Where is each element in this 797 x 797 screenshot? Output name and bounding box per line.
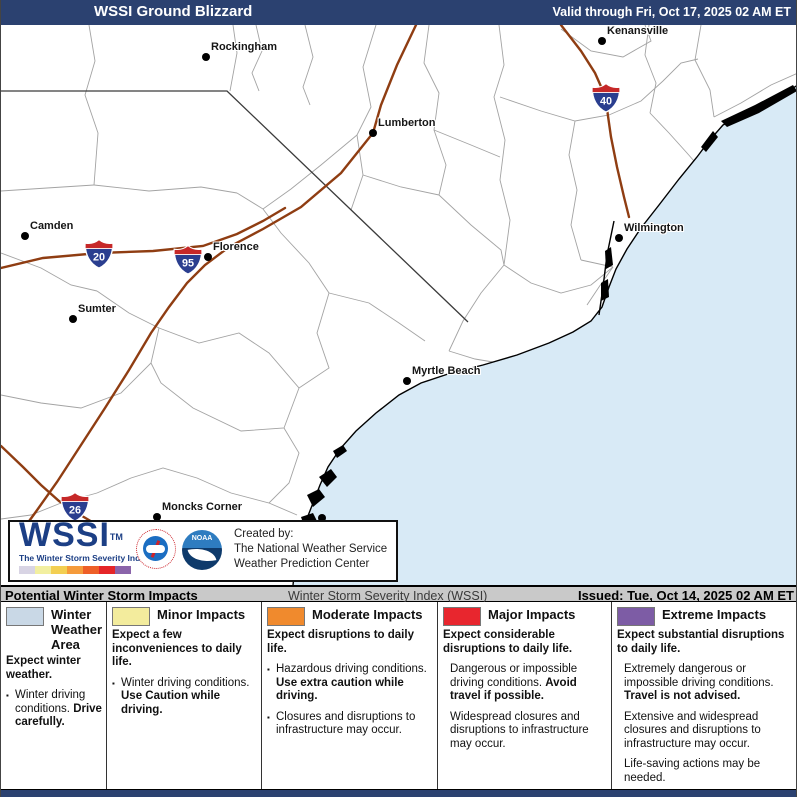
major-impacts-swatch bbox=[443, 607, 481, 626]
city-dot bbox=[153, 513, 161, 521]
noaa-icon: NOAA bbox=[182, 530, 222, 570]
city-label: Rockingham bbox=[211, 41, 278, 53]
created-by-text: Created by: The National Weather Service… bbox=[234, 528, 388, 570]
legend-intro: Expect considerable disruptions to daily… bbox=[443, 629, 573, 655]
city-dot bbox=[204, 253, 212, 261]
moderate-impacts-swatch bbox=[267, 607, 305, 626]
legend-item: ▪ Hazardous driving conditions. Use extr… bbox=[267, 663, 427, 702]
bullet-icon: ▪ bbox=[112, 678, 115, 688]
legend-col-title: Major Impacts bbox=[488, 607, 576, 622]
national-weather-service-icon bbox=[136, 529, 176, 569]
shield-number: 40 bbox=[600, 96, 612, 108]
bullet-icon: ▪ bbox=[267, 712, 270, 722]
impact-legend: Winter Weather Area Expect winter weathe… bbox=[1, 602, 796, 790]
city-label: Florence bbox=[213, 241, 259, 253]
legend-col-major-impacts: Major Impacts Expect considerable disrup… bbox=[438, 602, 612, 789]
legend-item: Life-saving actions may be needed. bbox=[624, 758, 761, 784]
interstate-roads bbox=[1, 25, 631, 541]
wssi-tagline: The Winter Storm Severity Index bbox=[19, 553, 150, 563]
bullet-icon: ▪ bbox=[267, 665, 270, 674]
valid-through-text: Valid through Fri, Oct 17, 2025 02 AM ET bbox=[552, 5, 792, 19]
legend-item: Extensive and widespread closures and di… bbox=[624, 710, 761, 750]
legend-item: Extremely dangerous or impossible drivin… bbox=[624, 663, 774, 702]
legend-col-title: Minor Impacts bbox=[157, 607, 246, 622]
city-dot bbox=[21, 232, 29, 240]
bullet-icon: ▪ bbox=[6, 691, 9, 700]
islands bbox=[301, 85, 796, 529]
city-label: Camden bbox=[30, 220, 74, 232]
legend-item: ▪ Closures and disruptions to infrastruc… bbox=[267, 710, 416, 737]
state-boundary bbox=[1, 90, 469, 323]
legend-item: Widespread closures and disruptions to i… bbox=[450, 710, 589, 750]
legend-header-bar: Potential Winter Storm Impacts Winter St… bbox=[1, 585, 796, 603]
legend-intro: Expect a few inconveniences to daily lif… bbox=[112, 629, 242, 668]
legend-item: ▪ Winter driving conditions. Use Caution… bbox=[112, 676, 250, 716]
wssi-logo-text: WSSITM bbox=[19, 516, 123, 554]
legend-col-moderate-impacts: Moderate Impacts Expect disruptions to d… bbox=[262, 602, 438, 789]
city-label: Myrtle Beach bbox=[412, 365, 481, 377]
legend-col-winter-weather-area: Winter Weather Area Expect winter weathe… bbox=[1, 602, 107, 789]
page-title: WSSI Ground Blizzard bbox=[94, 3, 253, 20]
weather-map: 20 95 40 26 Rockingham bbox=[1, 25, 796, 585]
shield-number: 20 bbox=[93, 252, 105, 264]
coastline bbox=[292, 85, 796, 585]
city-label: Kenansville bbox=[607, 25, 669, 37]
legend-header-title: Potential Winter Storm Impacts bbox=[5, 588, 198, 603]
city-dot bbox=[598, 37, 606, 45]
winter-weather-area-swatch bbox=[6, 607, 44, 626]
city-label: Wilmington bbox=[624, 222, 684, 234]
ocean bbox=[293, 86, 796, 585]
legend-col-extreme-impacts: Extreme Impacts Expect substantial disru… bbox=[612, 602, 796, 789]
legend-issued-text: Issued: Tue, Oct 14, 2025 02 AM ET bbox=[577, 588, 794, 603]
shield-number: 26 bbox=[69, 505, 81, 517]
legend-intro: Expect disruptions to daily life. bbox=[267, 629, 414, 655]
minor-impacts-swatch bbox=[112, 607, 150, 626]
city-label: Moncks Corner bbox=[162, 501, 243, 513]
bottom-bar bbox=[1, 790, 796, 797]
legend-header-subtitle: Winter Storm Severity Index (WSSI) bbox=[288, 589, 488, 603]
legend-col-minor-impacts: Minor Impacts Expect a few inconvenience… bbox=[107, 602, 262, 789]
wssi-severity-colorbar bbox=[19, 566, 131, 574]
city-label: Lumberton bbox=[378, 117, 436, 129]
city-label: Sumter bbox=[78, 303, 116, 315]
title-bar: WSSI Ground Blizzard Valid through Fri, … bbox=[1, 0, 796, 25]
legend-intro: Expect substantial disruptions to daily … bbox=[617, 629, 785, 655]
city-dot bbox=[615, 234, 623, 242]
legend-intro: Expect winter weather. bbox=[6, 655, 81, 681]
legend-item: Dangerous or impossible driving conditio… bbox=[450, 663, 578, 702]
city-dot bbox=[403, 377, 411, 385]
extreme-impacts-swatch bbox=[617, 607, 655, 626]
city-dot bbox=[369, 129, 377, 137]
legend-col-title: Extreme Impacts bbox=[662, 607, 767, 622]
city-dot bbox=[318, 514, 326, 522]
map-canvas bbox=[1, 25, 796, 585]
legend-item: ▪ Winter driving conditions. Drive caref… bbox=[6, 689, 102, 728]
wssi-attribution-box: WSSITM The Winter Storm Severity Index N… bbox=[8, 516, 398, 582]
legend-col-title: Moderate Impacts bbox=[312, 607, 423, 622]
legend-col-title: Winter Weather Area bbox=[51, 607, 103, 652]
shield-number: 95 bbox=[182, 258, 194, 270]
city-dot bbox=[69, 315, 77, 323]
city-dot bbox=[202, 53, 210, 61]
county-boundaries bbox=[1, 25, 796, 520]
